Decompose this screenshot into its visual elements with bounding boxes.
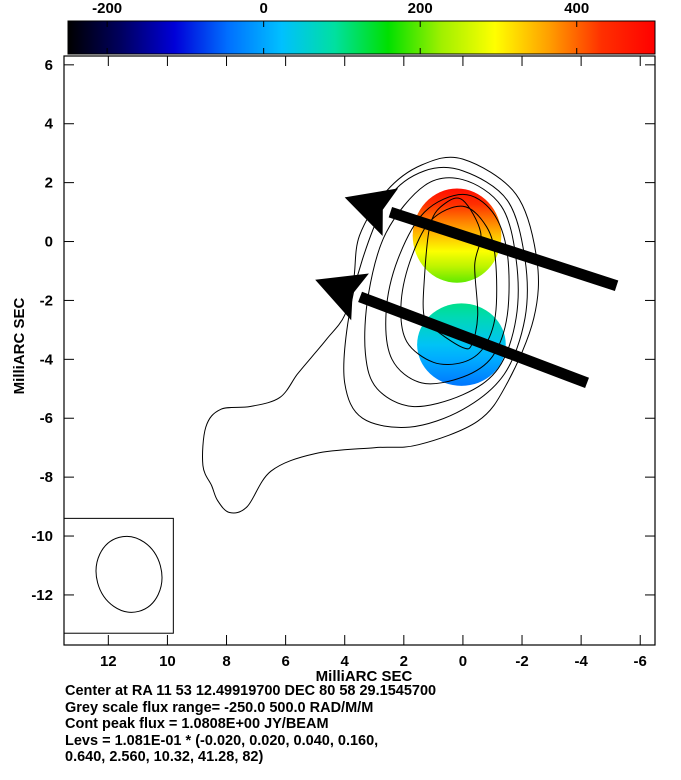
- arrow-shaft: [388, 206, 619, 291]
- y-tick-label: -10: [31, 528, 53, 545]
- rm-color-layer: [412, 188, 506, 386]
- arrow-head: [315, 273, 369, 321]
- colorbar-tick-label: -200: [92, 0, 122, 17]
- x-tick-label: -2: [515, 653, 528, 670]
- arrow-shaft: [358, 291, 589, 389]
- y-tick-label: -12: [31, 587, 53, 604]
- colorbar-ticks: -200 0 200 400: [92, 0, 589, 54]
- caption-greyscale-range: Grey scale flux range= -250.0 500.0 RAD/…: [65, 699, 374, 716]
- x-tick-label: 8: [222, 653, 230, 670]
- caption-notes: Center at RA 11 53 12.49919700 DEC 80 58…: [65, 683, 665, 766]
- caption-levels-1: Levs = 1.081E-01 * (-0.020, 0.020, 0.040…: [65, 732, 379, 749]
- caption-cont-peak: Cont peak flux = 1.0808E+00 JY/BEAM: [65, 716, 329, 732]
- x-tick-label: 4: [341, 653, 350, 670]
- arrow-head: [344, 188, 399, 236]
- colorbar: -200 0 200 400: [67, 0, 656, 55]
- x-tick-label: 10: [159, 653, 176, 670]
- x-tick-label: -4: [574, 653, 588, 670]
- plot-frame: [63, 55, 656, 646]
- caption-levels-2: 0.640, 2.560, 10.32, 41.28, 82): [65, 749, 264, 765]
- x-tick-label: 0: [459, 653, 467, 670]
- y-tick-label: -8: [40, 469, 53, 486]
- x-tick-label: 6: [281, 653, 289, 670]
- y-axis-ticks: 6 4 2 0 -2 -4 -6 -8 -10 -12: [31, 57, 655, 604]
- beam-box: [64, 517, 174, 634]
- contour-line: [400, 205, 498, 365]
- colorbar-tick-label: 400: [564, 0, 589, 17]
- x-axis-ticks: 12 10 8 6 4 2 0 -2 -4 -6: [100, 56, 647, 670]
- contour-line: [364, 177, 519, 408]
- colorbar-scale: [67, 20, 656, 55]
- y-tick-label: 4: [45, 116, 54, 133]
- caption-center: Center at RA 11 53 12.49919700 DEC 80 58…: [65, 683, 437, 699]
- y-tick-label: -6: [40, 410, 53, 427]
- x-tick-label: 2: [400, 653, 408, 670]
- y-tick-label: 6: [45, 57, 53, 74]
- x-axis-title: MilliARC SEC: [316, 668, 413, 685]
- colorbar-tick-label: 0: [259, 0, 267, 17]
- y-axis-title: MilliARC SEC: [11, 298, 28, 395]
- beam-layer: [64, 517, 174, 634]
- x-tick-label: 12: [100, 653, 117, 670]
- y-tick-label: -4: [40, 351, 54, 368]
- arrow-layer: [315, 188, 619, 389]
- y-tick-label: 2: [45, 175, 53, 192]
- y-tick-label: 0: [45, 234, 53, 251]
- beam-ellipse: [95, 535, 163, 613]
- y-tick-label: -2: [40, 292, 53, 309]
- x-tick-label: -6: [634, 653, 647, 670]
- colorbar-tick-label: 200: [408, 0, 433, 17]
